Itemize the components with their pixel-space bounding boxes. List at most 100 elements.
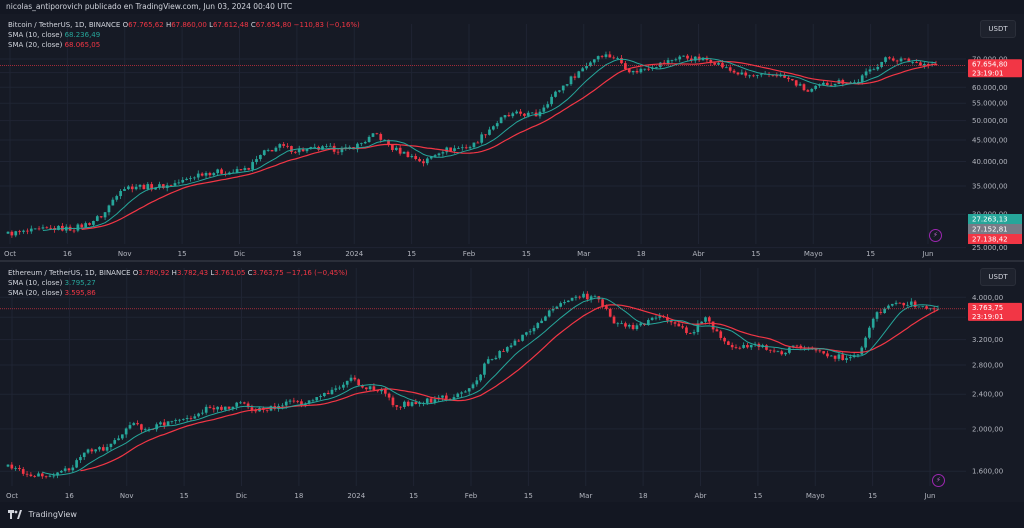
eth-h-label: H xyxy=(171,269,177,277)
eth-candle-body xyxy=(166,421,170,426)
btc-candle-body xyxy=(507,115,511,117)
eth-candle-body xyxy=(814,349,818,351)
btc-currency-button[interactable]: USDT xyxy=(980,20,1016,38)
eth-candle-body xyxy=(780,351,784,355)
btc-candle-body xyxy=(274,147,278,152)
eth-candle-body xyxy=(654,317,658,319)
tradingview-brand[interactable]: TradingView xyxy=(28,510,77,519)
eth-sma10-label: SMA (10, close) xyxy=(8,279,63,287)
btc-candle-body xyxy=(592,59,596,63)
eth-candle-body xyxy=(113,440,117,444)
btc-candle-body xyxy=(418,159,421,162)
eth-candle-body xyxy=(559,303,562,307)
eth-candle-body xyxy=(406,401,410,406)
btc-candle-body xyxy=(142,184,146,190)
btc-candle-body xyxy=(523,113,526,116)
eth-candle-body xyxy=(700,321,704,324)
btc-candle-body xyxy=(111,199,115,206)
eth-candle-body xyxy=(178,419,181,421)
btc-candle-body xyxy=(600,56,604,57)
eth-candle-body xyxy=(6,464,10,467)
btc-candle-body xyxy=(134,186,138,190)
btc-candle-body xyxy=(732,70,736,73)
btc-candle-body xyxy=(577,71,581,78)
eth-candle-body xyxy=(818,350,822,352)
btc-x-tick-label: 18 xyxy=(292,250,301,258)
btc-candle-body xyxy=(856,81,860,83)
eth-y-tick-label: 2.400,00 xyxy=(972,391,1003,399)
eth-candle-body xyxy=(143,429,147,431)
eth-x-tick-label: Oct xyxy=(6,492,18,500)
eth-candle-body xyxy=(681,326,684,328)
btc-chart-pane[interactable]: 70.000,0065.000,0060.000,0055.000,0050.0… xyxy=(0,14,1024,260)
eth-alert-bolt-icon[interactable]: ⚡ xyxy=(932,474,945,487)
eth-candle-body xyxy=(875,312,879,319)
btc-candle-body xyxy=(724,67,728,69)
btc-candle-body xyxy=(429,156,433,159)
btc-candle-body xyxy=(744,72,748,76)
eth-candle-body xyxy=(601,299,604,307)
eth-candle-body xyxy=(788,347,791,353)
eth-candle-body xyxy=(444,395,448,399)
eth-candle-body xyxy=(109,443,113,448)
btc-x-tick-label: 18 xyxy=(637,250,646,258)
eth-candle-body xyxy=(223,406,227,410)
eth-candle-body xyxy=(136,423,139,425)
eth-currency-button[interactable]: USDT xyxy=(980,268,1016,286)
eth-candle-body xyxy=(467,388,471,392)
eth-x-tick-label: 15 xyxy=(868,492,877,500)
eth-chart-canvas[interactable]: 4.000,003.600,003.200,002.800,002.400,00… xyxy=(0,262,1024,502)
btc-candle-body xyxy=(18,231,22,233)
btc-candle-body xyxy=(833,83,837,86)
btc-candle-body xyxy=(581,68,585,72)
eth-chart-pane[interactable]: 4.000,003.600,003.200,002.800,002.400,00… xyxy=(0,262,1024,502)
btc-y-tick-label: 25.000,00 xyxy=(972,244,1008,252)
eth-candle-body xyxy=(490,359,494,360)
btc-candle-body xyxy=(41,227,45,229)
btc-y-tick-label: 55.000,00 xyxy=(972,100,1008,108)
btc-chart-canvas[interactable]: 70.000,0065.000,0060.000,0055.000,0050.0… xyxy=(0,14,1024,260)
eth-candle-body xyxy=(799,345,803,349)
eth-candle-body xyxy=(292,400,296,402)
btc-candle-body xyxy=(868,69,872,72)
btc-candle-body xyxy=(519,111,522,114)
btc-candle-body xyxy=(775,75,779,77)
btc-candle-body xyxy=(383,139,386,141)
btc-candle-body xyxy=(888,57,891,59)
eth-candle-body xyxy=(212,407,216,410)
eth-candle-body xyxy=(608,308,612,317)
eth-candle-body xyxy=(235,402,239,407)
eth-candle-body xyxy=(147,428,151,430)
btc-x-tick-label: 15 xyxy=(407,250,416,258)
eth-candle-body xyxy=(242,402,246,404)
eth-candle-body xyxy=(730,344,734,348)
btc-alert-bolt-icon[interactable]: ⚡ xyxy=(929,229,942,242)
btc-symbol-title: Bitcoin / TetherUS, 1D, BINANCE xyxy=(8,21,121,29)
btc-sma20-line xyxy=(81,60,937,230)
pane-separator[interactable] xyxy=(0,260,1024,262)
btc-candle-body xyxy=(655,67,658,68)
btc-candle-body xyxy=(340,148,344,153)
eth-candle-body xyxy=(719,331,723,338)
btc-candle-body xyxy=(860,75,864,82)
btc-candle-body xyxy=(328,145,332,147)
eth-y-tick-label: 4.000,00 xyxy=(972,294,1003,302)
btc-candle-body xyxy=(922,64,926,66)
btc-candle-body xyxy=(321,146,324,150)
eth-candle-body xyxy=(227,406,231,409)
eth-candle-body xyxy=(723,337,726,342)
btc-candle-body xyxy=(422,161,425,164)
eth-candle-body xyxy=(75,460,78,468)
eth-candle-body xyxy=(578,296,582,298)
btc-candle-body xyxy=(662,62,666,64)
eth-candle-body xyxy=(254,410,258,412)
eth-candle-body xyxy=(395,405,399,407)
eth-candle-body xyxy=(837,354,841,359)
btc-o-label: O xyxy=(122,21,129,29)
btc-candle-body xyxy=(526,112,530,116)
eth-candle-body xyxy=(425,398,429,403)
eth-candle-body xyxy=(63,468,67,471)
btc-candle-body xyxy=(437,153,441,156)
eth-candle-body xyxy=(82,452,86,458)
btc-candle-body xyxy=(445,147,449,153)
